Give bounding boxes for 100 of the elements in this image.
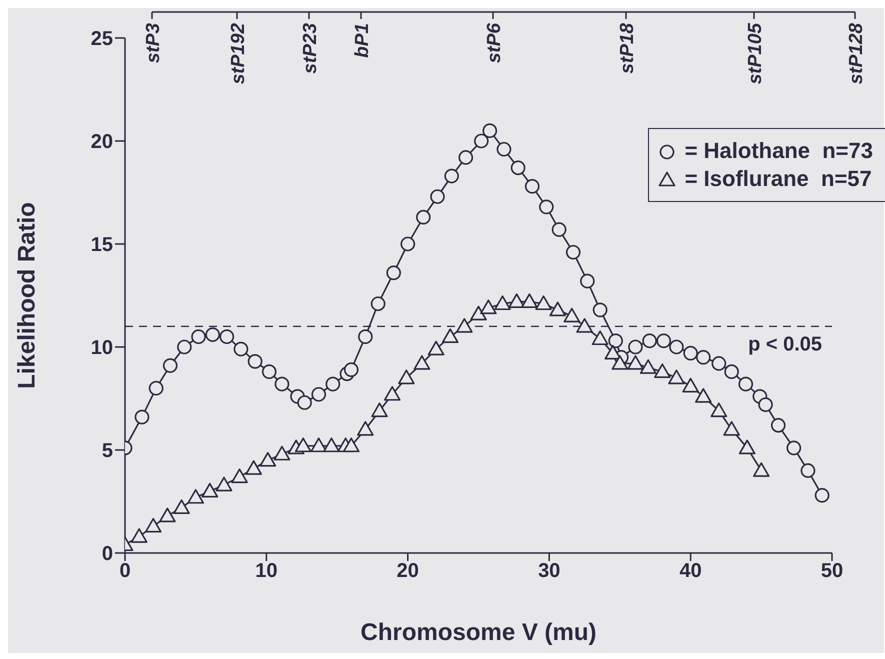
point bbox=[723, 421, 740, 436]
point bbox=[496, 142, 512, 157]
point bbox=[370, 296, 386, 312]
point bbox=[260, 452, 276, 467]
point bbox=[428, 340, 444, 356]
point bbox=[669, 340, 684, 354]
point bbox=[710, 402, 728, 418]
point bbox=[695, 388, 712, 403]
point bbox=[668, 370, 685, 384]
x-tick-label: 20 bbox=[396, 560, 419, 582]
point bbox=[398, 370, 415, 384]
point bbox=[458, 150, 474, 165]
point bbox=[654, 363, 671, 378]
point bbox=[245, 460, 262, 475]
point bbox=[753, 462, 770, 477]
x-tick-label: 0 bbox=[119, 560, 131, 582]
point bbox=[640, 359, 656, 374]
point bbox=[148, 380, 164, 396]
point bbox=[566, 244, 581, 260]
point bbox=[173, 499, 190, 514]
point bbox=[430, 189, 445, 204]
point bbox=[326, 376, 340, 392]
point bbox=[297, 395, 312, 410]
point bbox=[612, 355, 628, 370]
x-tick-label: 40 bbox=[679, 560, 702, 582]
point bbox=[724, 364, 739, 380]
point bbox=[456, 318, 473, 333]
point bbox=[216, 476, 232, 492]
point bbox=[344, 362, 359, 377]
point bbox=[234, 342, 248, 356]
point bbox=[191, 329, 206, 344]
point bbox=[274, 376, 290, 392]
y-axis-title: Likelihood Ratio bbox=[14, 202, 41, 389]
point bbox=[524, 179, 540, 194]
annotation: stP192 bbox=[228, 22, 249, 84]
point bbox=[480, 300, 497, 314]
point bbox=[770, 418, 786, 433]
x-tick-label: 10 bbox=[255, 560, 278, 582]
y-tick-label: 25 bbox=[90, 28, 113, 50]
point bbox=[814, 488, 830, 503]
point bbox=[134, 410, 150, 424]
point bbox=[400, 236, 416, 252]
point bbox=[470, 306, 487, 320]
legend-label: = Isoflurane n=57 bbox=[684, 166, 872, 192]
point bbox=[311, 387, 326, 402]
point bbox=[323, 438, 340, 452]
point bbox=[231, 468, 248, 484]
point bbox=[130, 528, 148, 543]
x-tick-label: 50 bbox=[820, 560, 844, 582]
point bbox=[205, 327, 220, 342]
point bbox=[786, 440, 802, 456]
x-tick-label: 30 bbox=[538, 560, 560, 582]
point bbox=[342, 438, 360, 452]
point bbox=[294, 438, 312, 452]
point bbox=[202, 482, 218, 498]
point bbox=[384, 386, 401, 401]
y-tick-label: 15 bbox=[90, 234, 113, 256]
point bbox=[608, 334, 623, 348]
point bbox=[474, 134, 489, 148]
point bbox=[549, 302, 566, 316]
point bbox=[628, 340, 643, 354]
point bbox=[642, 334, 657, 348]
point bbox=[414, 355, 430, 370]
point bbox=[444, 168, 459, 184]
legend-label: = Halothane n=73 bbox=[684, 138, 873, 164]
point bbox=[627, 355, 644, 370]
point bbox=[262, 364, 277, 380]
point bbox=[682, 378, 699, 392]
point bbox=[521, 293, 538, 308]
point bbox=[738, 440, 756, 454]
point bbox=[758, 397, 773, 412]
point bbox=[592, 330, 608, 346]
annotation: stP23 bbox=[300, 22, 321, 74]
point bbox=[144, 518, 162, 533]
point bbox=[508, 293, 525, 308]
point bbox=[539, 200, 554, 214]
ref-line-label: p < 0.05 bbox=[748, 334, 822, 356]
point bbox=[494, 295, 511, 310]
y-tick-label: 0 bbox=[102, 543, 113, 566]
point bbox=[482, 123, 498, 138]
annotation: stP3 bbox=[143, 22, 164, 64]
point bbox=[576, 318, 593, 333]
point bbox=[510, 160, 526, 176]
point bbox=[416, 210, 431, 225]
y-tick-label: 20 bbox=[90, 131, 113, 154]
annotation: stP6 bbox=[484, 22, 505, 64]
point bbox=[800, 463, 816, 478]
point bbox=[371, 402, 388, 418]
annotation: bP1 bbox=[352, 23, 373, 58]
y-tick-label: 5 bbox=[102, 440, 113, 462]
point bbox=[580, 274, 595, 288]
point bbox=[187, 489, 204, 504]
point bbox=[656, 334, 672, 348]
point bbox=[712, 356, 726, 371]
annotation: stP105 bbox=[745, 22, 766, 84]
point bbox=[310, 438, 328, 452]
point bbox=[386, 266, 401, 280]
text: stP128 bbox=[846, 22, 867, 84]
x-axis-title: Chromosome V (mu) bbox=[360, 619, 597, 646]
point bbox=[592, 302, 608, 318]
